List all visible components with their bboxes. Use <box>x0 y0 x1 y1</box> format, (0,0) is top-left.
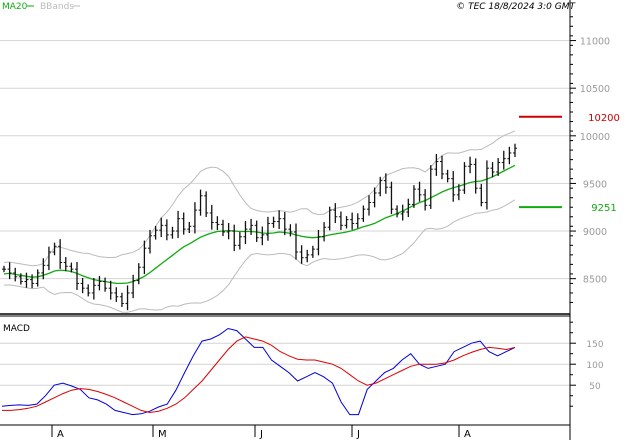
support-label: 9251 <box>591 203 616 214</box>
ma20-line <box>3 164 516 285</box>
price-levels: 10200 9251 <box>519 113 620 214</box>
price-bars <box>2 143 517 311</box>
macd-title: MACD <box>3 324 30 334</box>
price-tick-label: 8500 <box>583 275 607 286</box>
price-tick-label: 10500 <box>580 84 610 95</box>
macd-tick-label: 50 <box>589 382 601 392</box>
x-axis-label: J <box>356 429 360 440</box>
legend-ma20: MA20 <box>2 2 28 12</box>
x-axis-label: A <box>464 429 471 440</box>
x-axis-label: A <box>57 429 64 440</box>
price-tick-label: 9500 <box>583 179 607 190</box>
macd-series-signal <box>2 336 516 414</box>
bollinger-bands <box>3 130 516 313</box>
resistance-label: 10200 <box>588 113 620 124</box>
macd-tick-label: 150 <box>586 340 603 350</box>
bb-upper-band <box>3 130 516 267</box>
macd-lines <box>1 327 516 416</box>
x-axis-label: J <box>259 429 263 440</box>
legend-bbands: BBands <box>40 2 74 12</box>
macd-tick-label: 100 <box>586 361 603 371</box>
price-grid <box>0 40 570 280</box>
price-axis-ticks: 8500 9000 9500 10000 10500 11000 <box>570 16 610 303</box>
price-tick-label: 10000 <box>580 132 610 143</box>
price-tick-label: 11000 <box>580 37 610 48</box>
ma20-path <box>3 164 516 285</box>
price-tick-label: 9000 <box>583 227 607 238</box>
timestamp: © TEC 18/8/2024 3:0 GMT <box>456 2 576 12</box>
macd-grid <box>0 342 570 386</box>
bb-lower-band <box>3 199 516 313</box>
x-axis-label: M <box>158 429 167 440</box>
macd-series-macd <box>1 327 516 416</box>
